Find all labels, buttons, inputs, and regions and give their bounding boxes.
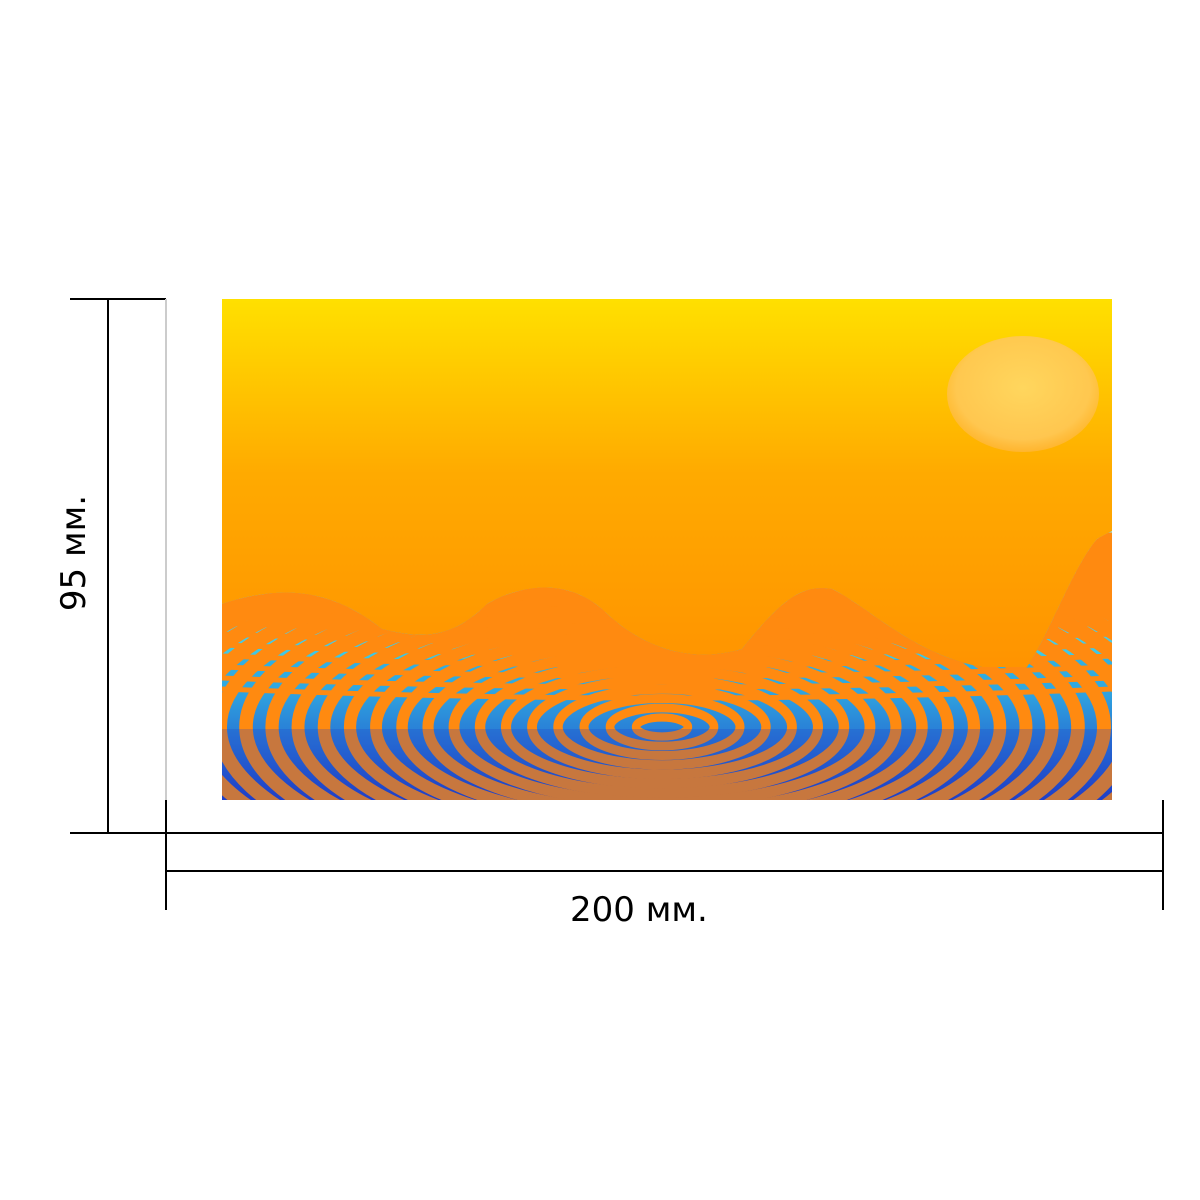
ripple-ring	[500, 664, 824, 790]
ripple-ring	[448, 645, 876, 800]
hill-stripe	[222, 675, 1112, 690]
width-label: 200 мм.	[570, 890, 708, 930]
ripple-ring	[474, 655, 850, 799]
height-label: 95 мм.	[54, 494, 94, 612]
ripple-ring	[527, 674, 797, 780]
hill-stripe	[222, 686, 1112, 701]
sun-icon	[947, 336, 1099, 452]
hill-stripe	[222, 664, 1112, 679]
ripple-ring	[631, 713, 693, 741]
ripple-ring	[605, 703, 719, 751]
sunset-ripple-artwork	[222, 299, 1112, 800]
